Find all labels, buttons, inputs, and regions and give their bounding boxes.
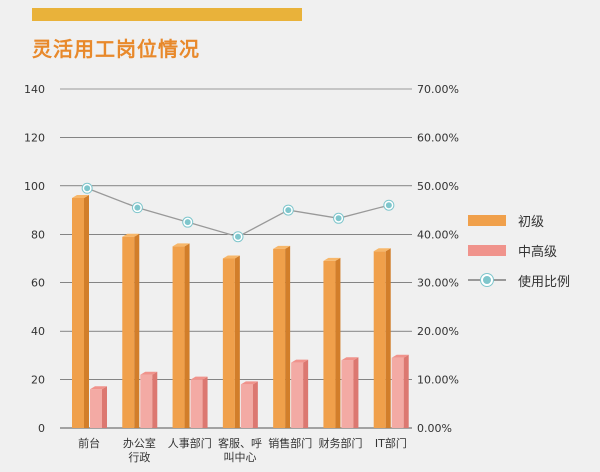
y-tick-left: 120	[24, 131, 45, 144]
bar-junior	[373, 248, 391, 428]
y-tick-right: 50.00%	[417, 180, 459, 193]
bar-senior	[190, 376, 208, 428]
bar-senior	[140, 371, 158, 428]
bar-junior	[72, 194, 89, 428]
y-tick-left: 100	[24, 180, 45, 193]
bar-junior	[273, 245, 291, 428]
title-accent-bar	[32, 8, 302, 21]
bar-junior	[122, 233, 140, 428]
y-tick-right: 0.00%	[417, 422, 452, 435]
legend-item-ratio: 使用比例	[468, 265, 570, 295]
legend-swatch-senior	[468, 244, 506, 256]
y-tick-right: 40.00%	[417, 228, 459, 241]
y-tick-left: 0	[38, 422, 45, 435]
legend-label-senior: 中高级	[518, 244, 558, 260]
y-tick-right: 20.00%	[417, 325, 459, 338]
x-tick-label: 叫中心	[224, 451, 257, 464]
x-tick-label: 办公室	[123, 436, 156, 450]
x-tick-label: 客服、呼	[218, 436, 262, 450]
bar-senior	[391, 354, 409, 428]
y-tick-right: 10.00%	[417, 374, 459, 387]
bar-senior	[291, 359, 309, 428]
legend-label-ratio: 使用比例	[518, 274, 571, 290]
y-tick-left: 20	[31, 374, 45, 387]
legend-swatch-junior	[468, 214, 506, 226]
bar-senior	[341, 357, 359, 428]
y-tick-left: 80	[31, 228, 45, 241]
chart-title: 灵活用工岗位情况	[32, 37, 200, 61]
legend-item-senior: 中高级	[468, 235, 570, 265]
bar-junior	[323, 257, 341, 428]
y-tick-left: 60	[31, 277, 45, 290]
y-tick-left: 40	[31, 325, 45, 338]
x-tick-label: IT部门	[375, 436, 407, 450]
x-tick-label: 行政	[128, 450, 150, 464]
bar-senior	[90, 386, 107, 428]
y-tick-right: 30.00%	[417, 277, 459, 290]
x-tick-label: 前台	[78, 436, 100, 450]
y-tick-right: 60.00%	[417, 131, 459, 144]
x-tick-label: 销售部门	[268, 436, 312, 450]
legend-marker-ratio	[468, 273, 506, 287]
bar-junior	[222, 255, 240, 428]
y-tick-right: 70.00%	[417, 83, 459, 96]
legend: 初级 中高级 使用比例	[468, 205, 570, 295]
bar-senior	[240, 381, 258, 428]
ratio-line	[86, 187, 390, 238]
legend-label-junior: 初级	[518, 214, 545, 230]
bar-junior	[172, 243, 190, 428]
legend-item-junior: 初级	[468, 205, 570, 235]
y-tick-left: 140	[24, 83, 45, 96]
x-tick-label: 财务部门	[319, 436, 363, 450]
x-tick-label: 人事部门	[168, 436, 212, 450]
